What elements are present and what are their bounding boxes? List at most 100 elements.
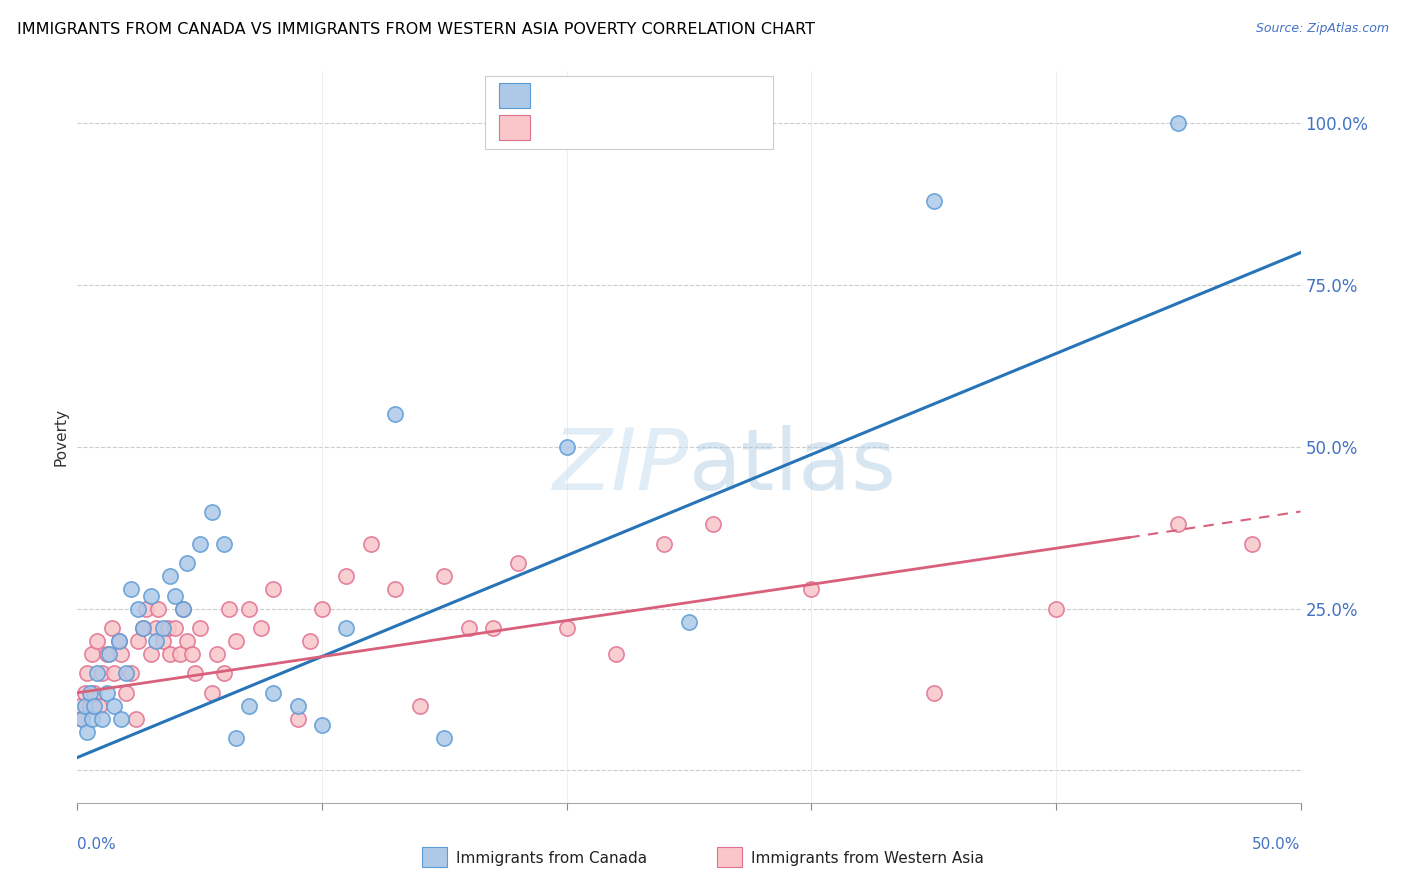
- Point: [156, 621, 179, 635]
- Text: N =: N =: [626, 120, 662, 135]
- Point: [96, 647, 118, 661]
- Point: [922, 686, 945, 700]
- Point: [90, 666, 112, 681]
- Text: 0.645: 0.645: [574, 88, 624, 103]
- Point: [132, 621, 155, 635]
- Text: 0.543: 0.543: [574, 120, 624, 135]
- Text: 57: 57: [658, 120, 681, 135]
- Point: [176, 557, 198, 571]
- Point: [201, 686, 224, 700]
- Point: [76, 666, 98, 681]
- Point: [135, 601, 157, 615]
- Point: [506, 557, 529, 571]
- Point: [145, 634, 167, 648]
- Point: [922, 194, 945, 208]
- Point: [482, 621, 505, 635]
- Point: [100, 621, 122, 635]
- Point: [225, 731, 247, 745]
- Point: [335, 621, 357, 635]
- Point: [384, 408, 406, 422]
- Text: R =: R =: [541, 120, 576, 135]
- Point: [127, 634, 149, 648]
- Point: [188, 621, 211, 635]
- Point: [120, 582, 142, 597]
- Point: [152, 621, 174, 635]
- Text: Immigrants from Canada: Immigrants from Canada: [456, 851, 647, 865]
- Point: [115, 686, 138, 700]
- Point: [654, 537, 676, 551]
- Point: [605, 647, 627, 661]
- Point: [73, 698, 96, 713]
- Point: [98, 647, 121, 661]
- Point: [181, 647, 204, 661]
- Point: [145, 621, 167, 635]
- Point: [262, 582, 284, 597]
- Point: [201, 504, 224, 518]
- Point: [103, 666, 125, 681]
- Point: [250, 621, 273, 635]
- Point: [360, 537, 382, 551]
- Point: [287, 698, 309, 713]
- Text: IMMIGRANTS FROM CANADA VS IMMIGRANTS FROM WESTERN ASIA POVERTY CORRELATION CHART: IMMIGRANTS FROM CANADA VS IMMIGRANTS FRO…: [17, 22, 815, 37]
- Point: [165, 589, 187, 603]
- Point: [86, 634, 108, 648]
- Point: [80, 712, 103, 726]
- Point: [152, 634, 174, 648]
- Y-axis label: Poverty: Poverty: [53, 408, 69, 467]
- Point: [172, 601, 194, 615]
- Point: [409, 698, 432, 713]
- Point: [108, 634, 131, 648]
- Point: [184, 666, 207, 681]
- Point: [115, 666, 138, 681]
- Point: [1167, 116, 1189, 130]
- Point: [169, 647, 191, 661]
- Point: [188, 537, 211, 551]
- Point: [298, 634, 321, 648]
- Point: [172, 601, 194, 615]
- Point: [1240, 537, 1263, 551]
- Point: [555, 440, 578, 454]
- Point: [311, 718, 333, 732]
- Point: [205, 647, 228, 661]
- Point: [139, 647, 162, 661]
- Point: [384, 582, 406, 597]
- Point: [457, 621, 479, 635]
- Point: [433, 569, 456, 583]
- Point: [146, 601, 169, 615]
- Point: [132, 621, 155, 635]
- Point: [159, 647, 181, 661]
- Point: [110, 647, 132, 661]
- Point: [70, 712, 93, 726]
- Point: [83, 698, 105, 713]
- Point: [1167, 517, 1189, 532]
- Text: Source: ZipAtlas.com: Source: ZipAtlas.com: [1256, 22, 1389, 36]
- Point: [125, 712, 148, 726]
- Point: [76, 724, 98, 739]
- Point: [127, 601, 149, 615]
- Point: [238, 601, 260, 615]
- Point: [678, 615, 700, 629]
- Text: 0.0%: 0.0%: [77, 837, 117, 852]
- Point: [108, 634, 131, 648]
- Text: atlas: atlas: [689, 425, 897, 508]
- Text: ZIP: ZIP: [553, 425, 689, 508]
- Point: [433, 731, 456, 745]
- Point: [80, 647, 103, 661]
- Point: [79, 698, 101, 713]
- Text: 39: 39: [658, 88, 681, 103]
- Point: [83, 686, 105, 700]
- Point: [238, 698, 260, 713]
- Point: [262, 686, 284, 700]
- Point: [69, 698, 91, 713]
- Point: [225, 634, 247, 648]
- Point: [800, 582, 823, 597]
- Point: [212, 537, 235, 551]
- Point: [176, 634, 198, 648]
- Text: R =: R =: [541, 88, 576, 103]
- Point: [335, 569, 357, 583]
- Text: Immigrants from Western Asia: Immigrants from Western Asia: [751, 851, 984, 865]
- Point: [110, 712, 132, 726]
- Point: [96, 686, 118, 700]
- Point: [159, 569, 181, 583]
- Text: N =: N =: [626, 88, 662, 103]
